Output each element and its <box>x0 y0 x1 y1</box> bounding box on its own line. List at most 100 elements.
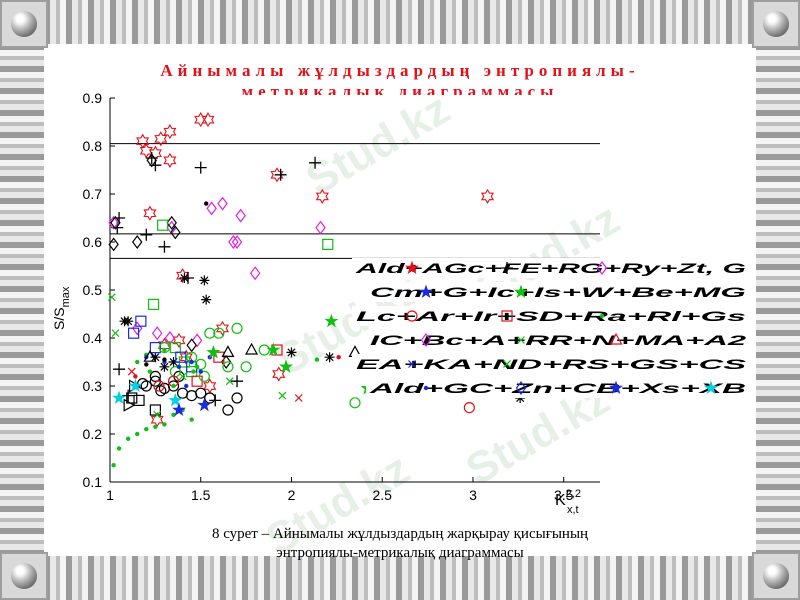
data-point <box>163 124 177 140</box>
data-point <box>245 342 259 355</box>
data-point <box>240 361 252 373</box>
data-point <box>171 383 176 389</box>
data-point <box>314 357 320 362</box>
legend-entry-label: IC+Bc+A+RR+N+MA+A2 <box>370 332 746 348</box>
corner-button-bottom-right[interactable] <box>752 552 800 600</box>
data-point <box>143 205 157 221</box>
data-point <box>111 329 120 338</box>
data-point <box>153 380 165 392</box>
data-point <box>249 266 261 281</box>
data-point <box>309 156 322 169</box>
y-tick-label: 0.5 <box>83 282 103 298</box>
legend-entry-label: Ald+AGc+FE+RG+Ry+Zt, G <box>354 260 746 276</box>
data-point <box>213 351 225 363</box>
data-point <box>112 390 127 405</box>
data-point <box>143 349 157 362</box>
data-point <box>158 342 171 354</box>
data-point <box>322 238 334 250</box>
data-point <box>127 367 136 376</box>
legend-row-bg <box>352 354 752 374</box>
x-tick-label: 3.5 <box>554 487 574 503</box>
data-point <box>186 338 197 353</box>
legend-row-bg <box>366 330 752 350</box>
data-point <box>170 225 181 240</box>
data-point <box>203 201 209 206</box>
data-point <box>279 359 294 373</box>
data-point <box>209 394 222 407</box>
legend-marker <box>515 381 527 395</box>
axis-labels: K2,2 x,t S/Smax <box>51 286 581 516</box>
data-point <box>189 417 194 422</box>
data-point <box>222 404 234 416</box>
data-point <box>151 326 163 341</box>
legend-entry-label: EA+KA+ND+RS+GS+CS <box>356 356 748 372</box>
x-tick-label: 3 <box>469 487 477 503</box>
data-point <box>336 355 341 360</box>
legend-entry-label: Cm+G+Ic+Is+W+Be+MG <box>370 284 746 300</box>
data-point <box>122 389 135 402</box>
corner-button-bottom-left[interactable] <box>0 552 48 600</box>
data-point <box>163 152 177 168</box>
legend-marker <box>406 310 418 322</box>
data-point <box>153 424 158 429</box>
data-point <box>111 463 116 468</box>
data-point <box>153 410 162 419</box>
data-point <box>176 364 182 369</box>
y-tick-label: 0.1 <box>83 474 103 490</box>
data-points <box>107 112 526 468</box>
data-point <box>162 422 167 427</box>
y-tick-label: 0.2 <box>83 426 103 442</box>
data-point <box>108 237 119 252</box>
legend-marker <box>599 313 605 319</box>
slide-title-line2: метрикалық диаграммасы <box>241 82 559 95</box>
data-point <box>225 377 234 386</box>
legend-marker <box>596 261 608 275</box>
data-point <box>166 215 177 230</box>
figure-caption: 8 сурет – Айнымалы жұлдыздардың жарқырау… <box>50 525 750 563</box>
data-point <box>286 347 297 358</box>
data-point <box>140 380 152 392</box>
y-tick-label: 0.6 <box>83 234 103 250</box>
data-point <box>270 167 284 183</box>
data-point <box>113 363 126 376</box>
legend: Ald+AGc+FE+RG+Ry+Zt, G Cm+G+Ic+Is+W+Be+MG… <box>352 258 752 398</box>
x-tick-label: 1 <box>106 487 114 503</box>
data-point <box>107 293 116 302</box>
data-point <box>194 364 200 369</box>
data-point <box>155 385 167 397</box>
x-axis-label: K2,2 x,t <box>555 488 581 516</box>
data-point <box>159 361 170 372</box>
data-point <box>231 235 243 249</box>
legend-marker <box>609 332 623 345</box>
frame-left-stripe <box>0 0 44 600</box>
legend-marker <box>420 333 432 347</box>
x-tick-label: 1.5 <box>191 487 211 503</box>
corner-button-top-right[interactable] <box>752 0 800 48</box>
data-point <box>324 352 335 363</box>
data-point <box>189 359 194 365</box>
data-point <box>123 398 136 412</box>
data-point <box>480 188 495 204</box>
data-point <box>215 320 230 336</box>
data-point <box>228 235 239 249</box>
data-point <box>220 355 232 369</box>
data-point <box>135 315 147 327</box>
legend-marker <box>503 360 511 368</box>
legend-marker <box>501 262 513 274</box>
data-point <box>217 196 228 211</box>
data-point <box>162 357 167 362</box>
plot-frame: 0.1 0.2 0.3 0.4 0.5 0.6 0.7 0.8 0.9 1 1.5 2 2.5 3 3.5 <box>83 90 600 503</box>
corner-button-top-left[interactable] <box>0 0 48 48</box>
data-point <box>199 275 210 286</box>
data-point <box>176 387 189 399</box>
data-point <box>204 327 216 339</box>
legend-row-bg <box>352 306 752 326</box>
data-point <box>204 392 216 404</box>
figure-caption-line1: 8 сурет – Айнымалы жұлдыздардың жарқырау… <box>211 526 589 542</box>
y-tick-label: 0.8 <box>83 138 103 154</box>
data-point <box>149 404 161 416</box>
data-point <box>195 358 207 370</box>
data-point <box>150 352 161 363</box>
round-button-icon <box>11 11 37 37</box>
data-point <box>258 344 270 356</box>
